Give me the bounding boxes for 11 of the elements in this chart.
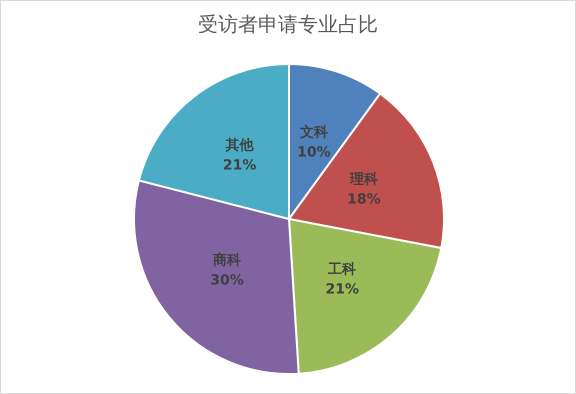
slice-label: 文科 <box>298 123 328 140</box>
slice-label: 理科 <box>348 171 378 188</box>
data-label: 21% <box>325 281 359 298</box>
data-label: 10% <box>297 144 331 160</box>
slice-label: 其他 <box>224 137 255 154</box>
data-label: 21% <box>222 157 256 174</box>
slice-label: 工科 <box>327 261 356 278</box>
data-label: 18% <box>347 191 381 208</box>
slice-label: 商科 <box>212 251 241 268</box>
data-label: 30% <box>210 272 244 288</box>
chart-title: 受访者申请专业占比 <box>198 12 378 36</box>
